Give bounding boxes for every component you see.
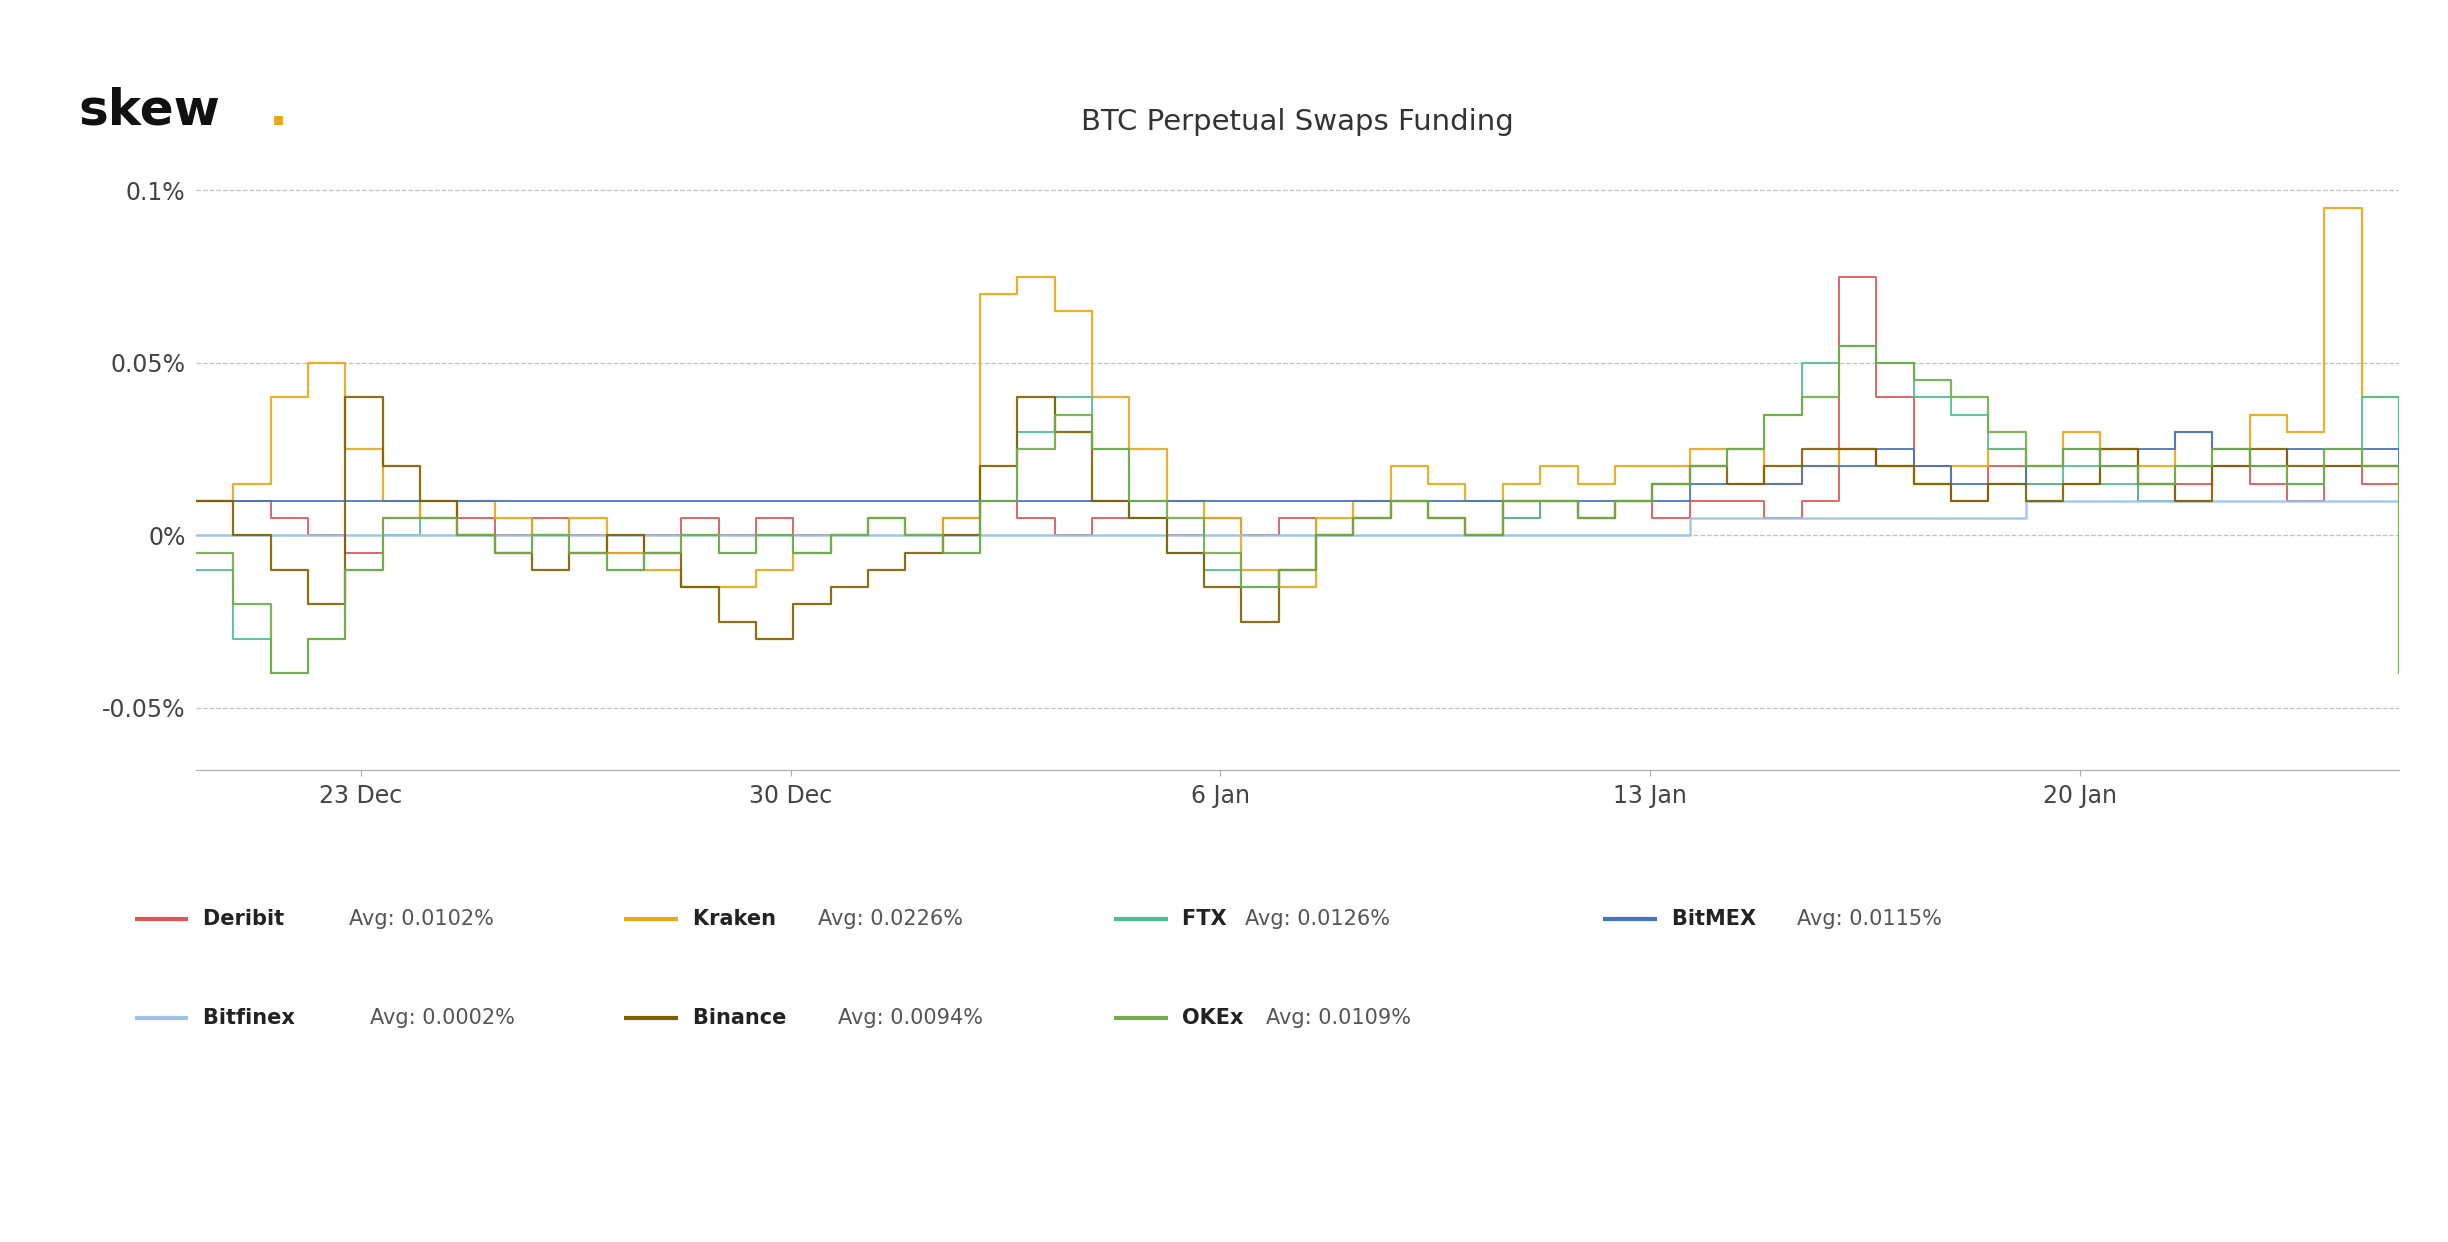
Text: .: . — [269, 87, 289, 135]
Text: Avg: 0.0002%: Avg: 0.0002% — [370, 1009, 514, 1028]
Text: Deribit: Deribit — [203, 909, 291, 929]
Text: FTX: FTX — [1182, 909, 1234, 929]
Text: Kraken: Kraken — [693, 909, 783, 929]
Text: OKEx: OKEx — [1182, 1009, 1251, 1028]
Text: Avg: 0.0226%: Avg: 0.0226% — [818, 909, 962, 929]
Text: Avg: 0.0126%: Avg: 0.0126% — [1246, 909, 1390, 929]
Text: Bitfinex: Bitfinex — [203, 1009, 301, 1028]
Title: BTC Perpetual Swaps Funding: BTC Perpetual Swaps Funding — [1082, 108, 1513, 135]
Text: Binance: Binance — [693, 1009, 793, 1028]
Text: BitMEX: BitMEX — [1672, 909, 1763, 929]
Text: Avg: 0.0115%: Avg: 0.0115% — [1797, 909, 1941, 929]
Text: Avg: 0.0094%: Avg: 0.0094% — [837, 1009, 984, 1028]
Text: skew: skew — [78, 87, 220, 135]
Text: Avg: 0.0102%: Avg: 0.0102% — [350, 909, 494, 929]
Text: Avg: 0.0109%: Avg: 0.0109% — [1266, 1009, 1410, 1028]
